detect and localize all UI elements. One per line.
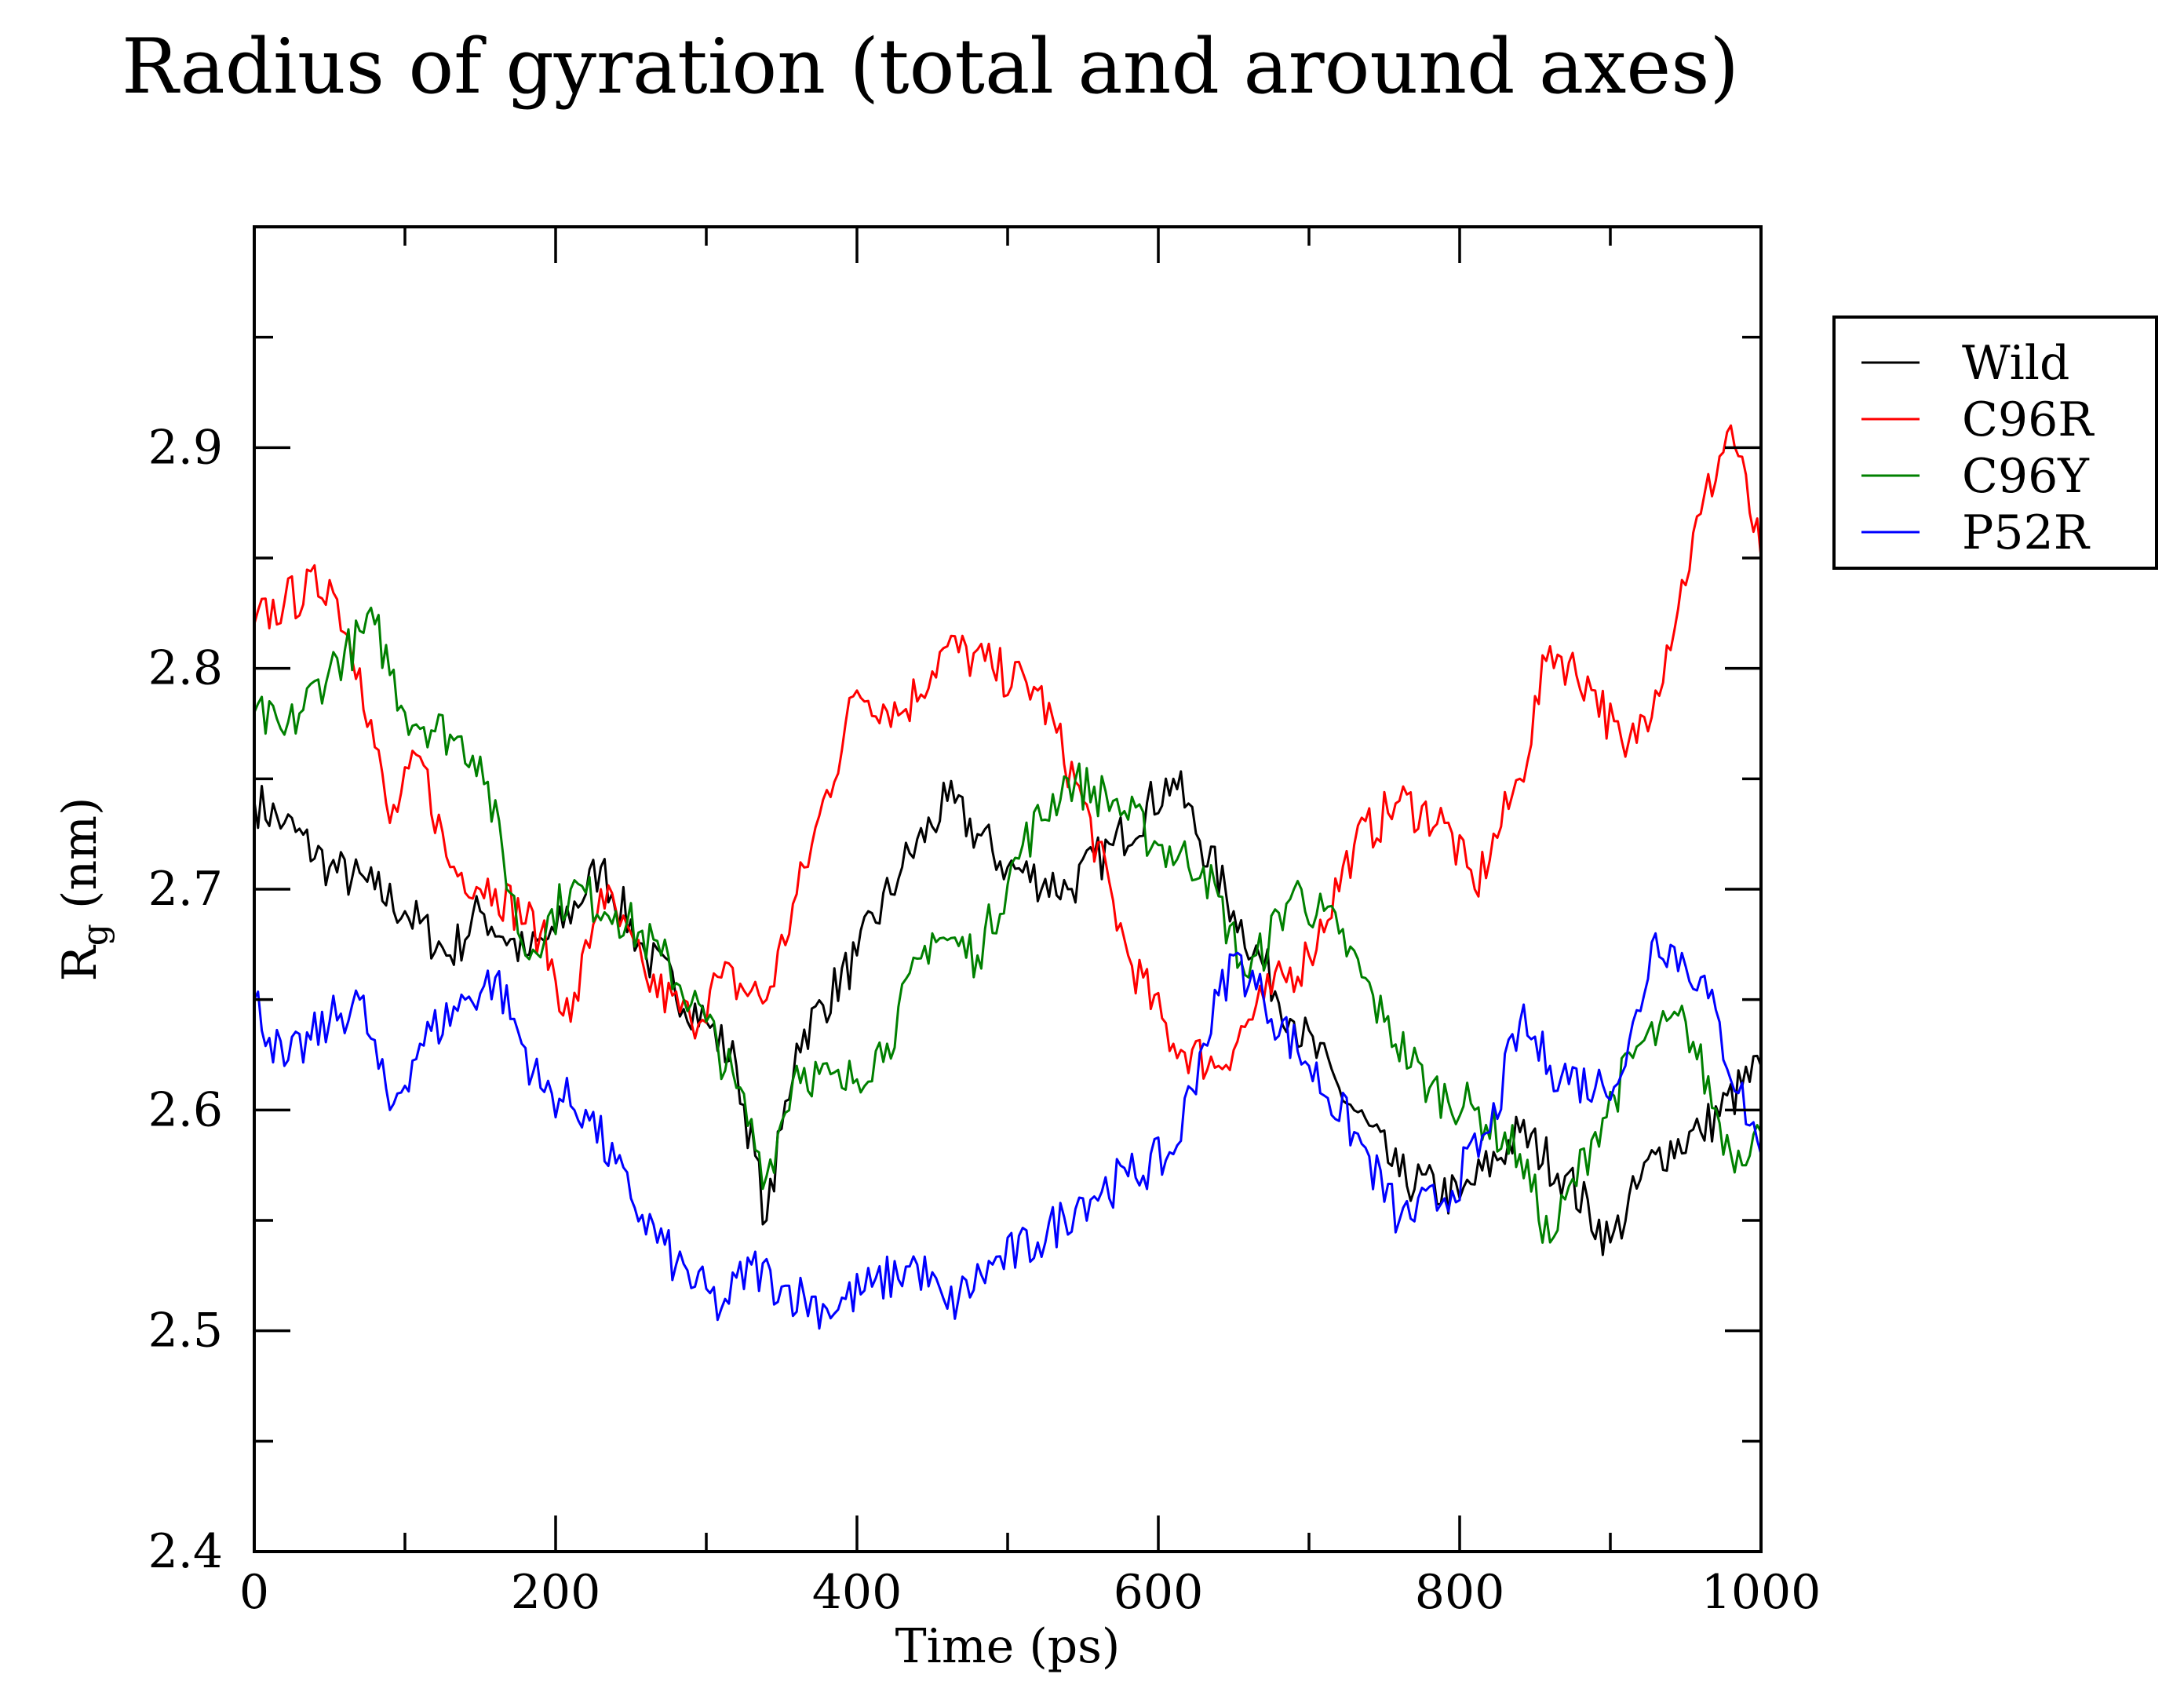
x-axis-label: Time (ps) <box>895 1619 1121 1674</box>
series-c96r-line <box>253 424 1763 1080</box>
plot-area <box>253 424 1763 1330</box>
legend-label-c96y: C96Y <box>1962 449 2090 504</box>
y-tick-label: 2.7 <box>148 862 223 917</box>
x-axis-ticks: 0 200 400 600 800 1000 <box>239 227 1821 1620</box>
legend-box <box>1832 315 2158 570</box>
x-tick-label: 1000 <box>1701 1565 1821 1620</box>
chart-title: Radius of gyration (total and around axe… <box>122 23 1739 111</box>
legend-label-wild: Wild <box>1962 336 2069 391</box>
y-axis-label-sub: g <box>75 924 115 946</box>
y-tick-label: 2.9 <box>148 420 223 475</box>
x-tick-label: 600 <box>1114 1565 1204 1620</box>
y-tick-label: 2.4 <box>148 1524 223 1579</box>
series-p52r-line <box>253 932 1763 1330</box>
legend-label-c96r: C96R <box>1962 392 2095 447</box>
y-axis-label-main: R <box>53 944 108 981</box>
x-tick-label: 200 <box>511 1565 601 1620</box>
y-axis-ticks: 2.4 2.5 2.6 2.7 2.8 2.9 <box>148 335 1761 1579</box>
y-tick-label: 2.8 <box>148 641 223 696</box>
y-tick-label: 2.5 <box>148 1304 223 1359</box>
y-axis-label-unit: (nm) <box>53 797 108 924</box>
series-c96y-line <box>253 606 1763 1244</box>
x-tick-label: 0 <box>239 1565 269 1620</box>
x-tick-label: 400 <box>812 1565 902 1620</box>
x-tick-label: 800 <box>1415 1565 1505 1620</box>
y-axis-label: Rg (nm) <box>53 797 115 982</box>
legend-label-p52r: P52R <box>1962 505 2091 560</box>
y-tick-label: 2.6 <box>148 1082 223 1137</box>
